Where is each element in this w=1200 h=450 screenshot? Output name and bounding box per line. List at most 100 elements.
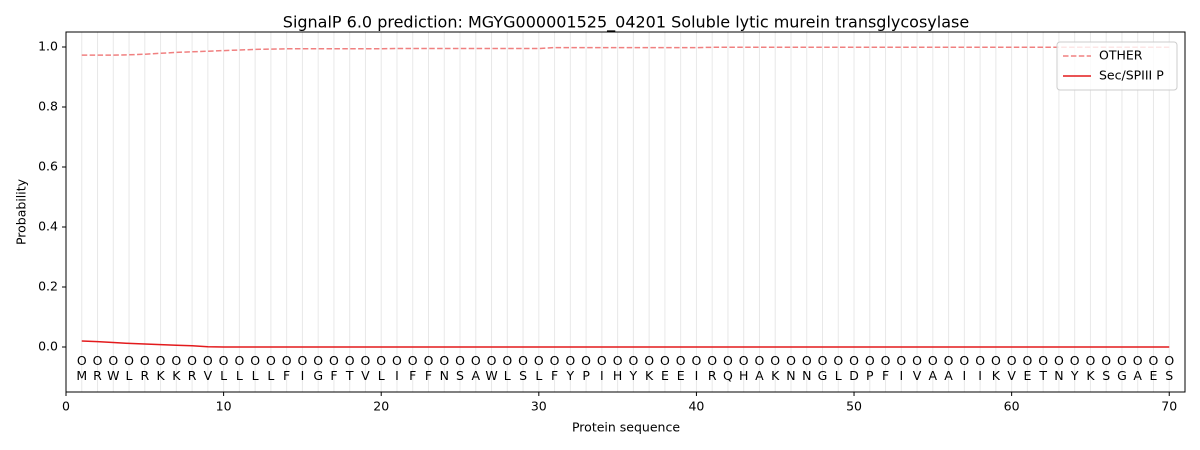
x-tick-label: 50 [846,399,862,414]
y-tick-label: 0.2 [38,279,58,294]
region-label: O [408,353,418,368]
residue-label: S [1165,368,1173,383]
residue-label: R [140,368,149,383]
region-label: O [266,353,276,368]
region-label: O [329,353,339,368]
residue-label: D [849,368,859,383]
region-label: O [77,353,87,368]
residue-label: F [330,368,337,383]
series-line [81,340,1170,348]
residue-label: E [1023,368,1031,383]
residue-label: I [695,368,699,383]
residue-label: E [677,368,685,383]
region-label: O [739,353,749,368]
residue-label: K [771,368,780,383]
residue-label: S [1102,368,1110,383]
region-label: O [833,353,843,368]
legend-box [1056,41,1178,91]
x-tick-label: 40 [688,399,704,414]
region-label: O [171,353,181,368]
region-label: O [471,353,481,368]
residue-label: V [1007,368,1016,383]
region-label: O [770,353,780,368]
region-label: O [723,353,733,368]
residue-label: N [802,368,811,383]
residue-label: I [963,368,967,383]
region-label: O [1164,353,1174,368]
residue-label: V [913,368,922,383]
region-label: O [1038,353,1048,368]
residue-label: I [978,368,982,383]
region-label: O [250,353,260,368]
region-label: O [597,353,607,368]
region-label: O [282,353,292,368]
region-label: O [581,353,591,368]
residue-label: A [755,368,764,383]
region-label: O [156,353,166,368]
residue-label: R [188,368,197,383]
region-label: O [455,353,465,368]
region-label: O [124,353,134,368]
region-label: O [203,353,213,368]
residue-label: E [661,368,669,383]
residue-label: N [1054,368,1063,383]
residue-label: S [456,368,464,383]
region-label: O [140,353,150,368]
x-axis-label: Protein sequence [572,420,680,435]
x-tick-label: 0 [62,399,70,414]
residue-label: Q [723,368,733,383]
residue-label: P [582,368,590,383]
residue-label: P [866,368,874,383]
residue-label: A [929,368,938,383]
residue-label: T [345,368,354,383]
region-label: O [313,353,323,368]
residue-label: I [600,368,604,383]
region-label: O [1101,353,1111,368]
y-tick-label: 0.0 [38,339,58,354]
region-label: O [676,353,686,368]
residue-label: T [1038,368,1047,383]
residue-label: L [267,368,274,383]
plot-frame [65,31,1186,393]
legend-label: OTHER [1099,48,1143,63]
region-label: O [786,353,796,368]
residue-label: L [378,368,385,383]
region-label: O [818,353,828,368]
residue-label: Y [566,368,575,383]
residue-label: A [471,368,480,383]
residue-label: F [882,368,889,383]
region-label: O [896,353,906,368]
y-tick-label: 0.8 [38,99,58,114]
residue-label: L [535,368,542,383]
residue-label: L [504,368,511,383]
residue-label: F [409,368,416,383]
region-label: O [1070,353,1080,368]
residue-label: E [1150,368,1158,383]
residue-label: K [645,368,654,383]
region-label: O [187,353,197,368]
legend-label: Sec/SPIII P [1099,68,1164,83]
residue-label: A [1133,368,1142,383]
region-label: O [93,353,103,368]
residue-label: N [440,368,449,383]
region-label: O [881,353,891,368]
region-label: O [628,353,638,368]
region-label: O [565,353,575,368]
y-tick-label: 0.6 [38,159,58,174]
residue-label: H [739,368,748,383]
residue-label: Y [629,368,638,383]
region-label: O [802,353,812,368]
residue-label: I [301,368,305,383]
series-line [81,46,1170,56]
region-label: O [219,353,229,368]
region-label: O [644,353,654,368]
region-label: O [912,353,922,368]
region-label: O [975,353,985,368]
region-label: O [1117,353,1127,368]
residue-label: L [126,368,133,383]
region-label: O [297,353,307,368]
residue-label: S [519,368,527,383]
residue-label: M [76,368,87,383]
residue-label: K [156,368,165,383]
